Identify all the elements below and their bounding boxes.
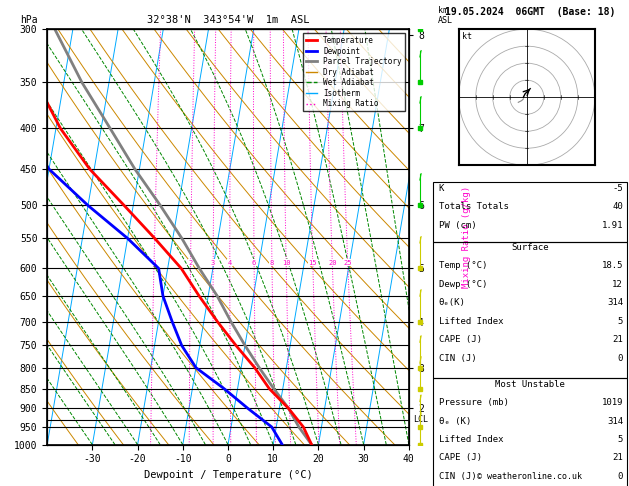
- Text: 0: 0: [618, 354, 623, 363]
- Text: Lifted Index: Lifted Index: [439, 317, 503, 326]
- Text: 20: 20: [328, 260, 337, 265]
- Text: 18.5: 18.5: [601, 261, 623, 271]
- Text: 1.91: 1.91: [601, 221, 623, 230]
- Text: 12: 12: [612, 280, 623, 289]
- Text: 21: 21: [612, 335, 623, 345]
- Text: Dewp (°C): Dewp (°C): [439, 280, 487, 289]
- Legend: Temperature, Dewpoint, Parcel Trajectory, Dry Adiabat, Wet Adiabat, Isotherm, Mi: Temperature, Dewpoint, Parcel Trajectory…: [303, 33, 405, 111]
- Text: CAPE (J): CAPE (J): [439, 335, 482, 345]
- Text: 4: 4: [228, 260, 232, 265]
- Text: Totals Totals: Totals Totals: [439, 202, 509, 211]
- Text: 32°38'N  343°54'W  1m  ASL: 32°38'N 343°54'W 1m ASL: [147, 15, 309, 25]
- Text: 1019: 1019: [601, 398, 623, 407]
- Text: 40: 40: [612, 202, 623, 211]
- Text: Lifted Index: Lifted Index: [439, 435, 503, 444]
- Text: CIN (J): CIN (J): [439, 472, 476, 481]
- Text: 0: 0: [618, 472, 623, 481]
- Bar: [433, 242, 627, 378]
- Text: 25: 25: [343, 260, 352, 265]
- Text: 8: 8: [270, 260, 274, 265]
- Text: © weatheronline.co.uk: © weatheronline.co.uk: [477, 472, 582, 481]
- Text: Pressure (mb): Pressure (mb): [439, 398, 509, 407]
- Text: 10: 10: [282, 260, 291, 265]
- Text: θₑ (K): θₑ (K): [439, 417, 471, 426]
- Text: 19.05.2024  06GMT  (Base: 18): 19.05.2024 06GMT (Base: 18): [445, 7, 615, 17]
- Bar: [433, 378, 627, 486]
- Text: kt: kt: [462, 33, 472, 41]
- Text: K: K: [439, 184, 444, 193]
- Text: PW (cm): PW (cm): [439, 221, 476, 230]
- Text: 5: 5: [618, 317, 623, 326]
- Text: 21: 21: [612, 453, 623, 463]
- Bar: [433, 182, 627, 242]
- Text: 3: 3: [211, 260, 215, 265]
- X-axis label: Dewpoint / Temperature (°C): Dewpoint / Temperature (°C): [143, 470, 313, 480]
- Text: Most Unstable: Most Unstable: [495, 380, 565, 389]
- Text: CAPE (J): CAPE (J): [439, 453, 482, 463]
- Text: 314: 314: [607, 417, 623, 426]
- Text: hPa: hPa: [20, 15, 38, 25]
- Text: Temp (°C): Temp (°C): [439, 261, 487, 271]
- Text: 5: 5: [618, 435, 623, 444]
- Text: LCL: LCL: [413, 415, 428, 424]
- Text: 15: 15: [308, 260, 317, 265]
- Text: 6: 6: [252, 260, 256, 265]
- Text: km
ASL: km ASL: [438, 6, 453, 25]
- Text: 2: 2: [189, 260, 192, 265]
- Text: θₑ(K): θₑ(K): [439, 298, 465, 308]
- Y-axis label: Mixing Ratio (g/kg): Mixing Ratio (g/kg): [462, 186, 470, 288]
- Text: -5: -5: [612, 184, 623, 193]
- Text: 1: 1: [152, 260, 156, 265]
- Text: 314: 314: [607, 298, 623, 308]
- Text: Surface: Surface: [511, 243, 548, 252]
- Text: CIN (J): CIN (J): [439, 354, 476, 363]
